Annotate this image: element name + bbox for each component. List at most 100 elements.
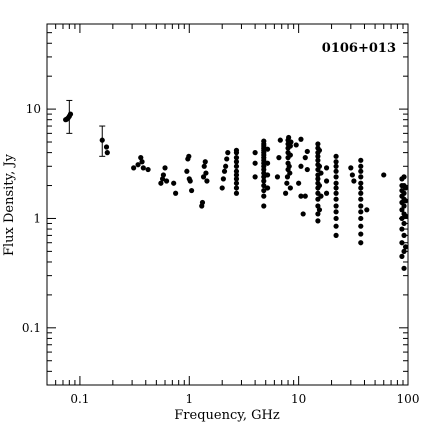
- data-point: [333, 209, 339, 215]
- data-point: [204, 178, 210, 184]
- data-point: [358, 203, 364, 209]
- data-point: [399, 207, 405, 213]
- data-point: [135, 162, 141, 168]
- data-point: [333, 159, 339, 165]
- data-point: [277, 137, 283, 143]
- data-point: [358, 163, 364, 169]
- data-point: [401, 190, 407, 196]
- data-point: [358, 209, 364, 215]
- data-point: [67, 111, 74, 117]
- data-point: [221, 168, 228, 174]
- data-point: [333, 196, 339, 202]
- data-point: [349, 172, 355, 178]
- data-point: [287, 143, 293, 149]
- data-point: [140, 165, 146, 171]
- data-point: [358, 231, 364, 237]
- axis-ticks: [46, 23, 409, 386]
- data-point: [261, 193, 267, 199]
- tick-labels: 0.1 1 10 100 0.1 1 10: [22, 102, 420, 406]
- data-point: [333, 232, 339, 238]
- y-tick-label: 1: [33, 211, 41, 225]
- data-point: [201, 163, 207, 169]
- data-point: [261, 182, 267, 189]
- data-point: [401, 220, 407, 227]
- data-point: [184, 168, 190, 174]
- data-point: [163, 178, 170, 184]
- data-point: [348, 165, 354, 171]
- data-point: [187, 178, 193, 184]
- y-tick-label: 10: [26, 102, 41, 116]
- data-point: [333, 185, 339, 191]
- data-point: [162, 165, 168, 171]
- data-point: [200, 174, 207, 180]
- data-point: [333, 203, 339, 209]
- data-point: [315, 157, 321, 163]
- data-point: [333, 174, 339, 180]
- y-tick-label: 0.1: [22, 321, 41, 335]
- data-point: [358, 168, 364, 174]
- data-point: [296, 180, 302, 186]
- data-point: [401, 174, 407, 180]
- data-point: [333, 153, 339, 159]
- data-point: [276, 155, 282, 161]
- data-point: [261, 187, 267, 194]
- x-tick-label: 10: [291, 392, 306, 406]
- data-point: [351, 178, 357, 184]
- x-tick-label: 0.1: [70, 392, 89, 406]
- y-axis-title: Flux Density, Jy: [2, 153, 17, 256]
- data-point: [233, 180, 240, 186]
- data-point: [401, 232, 407, 238]
- x-tick-label: 100: [397, 392, 420, 406]
- data-point: [233, 163, 240, 169]
- data-point: [316, 163, 323, 169]
- data-point: [203, 170, 209, 176]
- data-point: [402, 213, 409, 219]
- data-point: [138, 155, 144, 161]
- data-point: [264, 185, 271, 191]
- data-point: [233, 147, 240, 153]
- data-point: [401, 203, 407, 209]
- data-point: [252, 150, 258, 156]
- data-point: [264, 146, 271, 152]
- data-point: [219, 185, 225, 191]
- data-point: [261, 138, 267, 144]
- data-point: [264, 172, 271, 178]
- data-point: [159, 176, 166, 182]
- data-point: [173, 190, 179, 196]
- data-point: [145, 166, 151, 173]
- data-point: [286, 163, 292, 169]
- data-point: [333, 215, 339, 222]
- data-point: [315, 141, 321, 147]
- data-point: [160, 172, 167, 178]
- data-point: [224, 156, 230, 162]
- data-point: [323, 178, 330, 184]
- data-point: [186, 153, 192, 159]
- data-point: [287, 170, 293, 176]
- data-point: [318, 170, 324, 176]
- data-point: [358, 157, 364, 163]
- data-point: [333, 223, 339, 229]
- data-point: [333, 163, 339, 169]
- data-point: [358, 190, 364, 196]
- data-point: [302, 193, 308, 199]
- data-point: [220, 176, 226, 182]
- x-axis-title: Frequency, GHz: [174, 408, 280, 423]
- data-point: [323, 190, 330, 196]
- data-point: [293, 142, 299, 148]
- error-bars: [66, 99, 106, 157]
- data-point: [402, 198, 409, 204]
- data-point: [274, 174, 281, 180]
- data-point: [399, 253, 405, 259]
- data-point: [302, 155, 308, 161]
- data-point: [318, 193, 324, 199]
- data-point: [261, 178, 267, 184]
- data-point: [286, 134, 292, 141]
- data-point: [399, 226, 405, 232]
- data-point: [358, 223, 364, 229]
- data-point: [300, 211, 306, 217]
- data-point: [188, 187, 195, 194]
- x-tick-label: 1: [185, 392, 193, 406]
- data-point: [358, 240, 364, 246]
- data-point: [284, 180, 290, 186]
- data-point: [298, 163, 304, 169]
